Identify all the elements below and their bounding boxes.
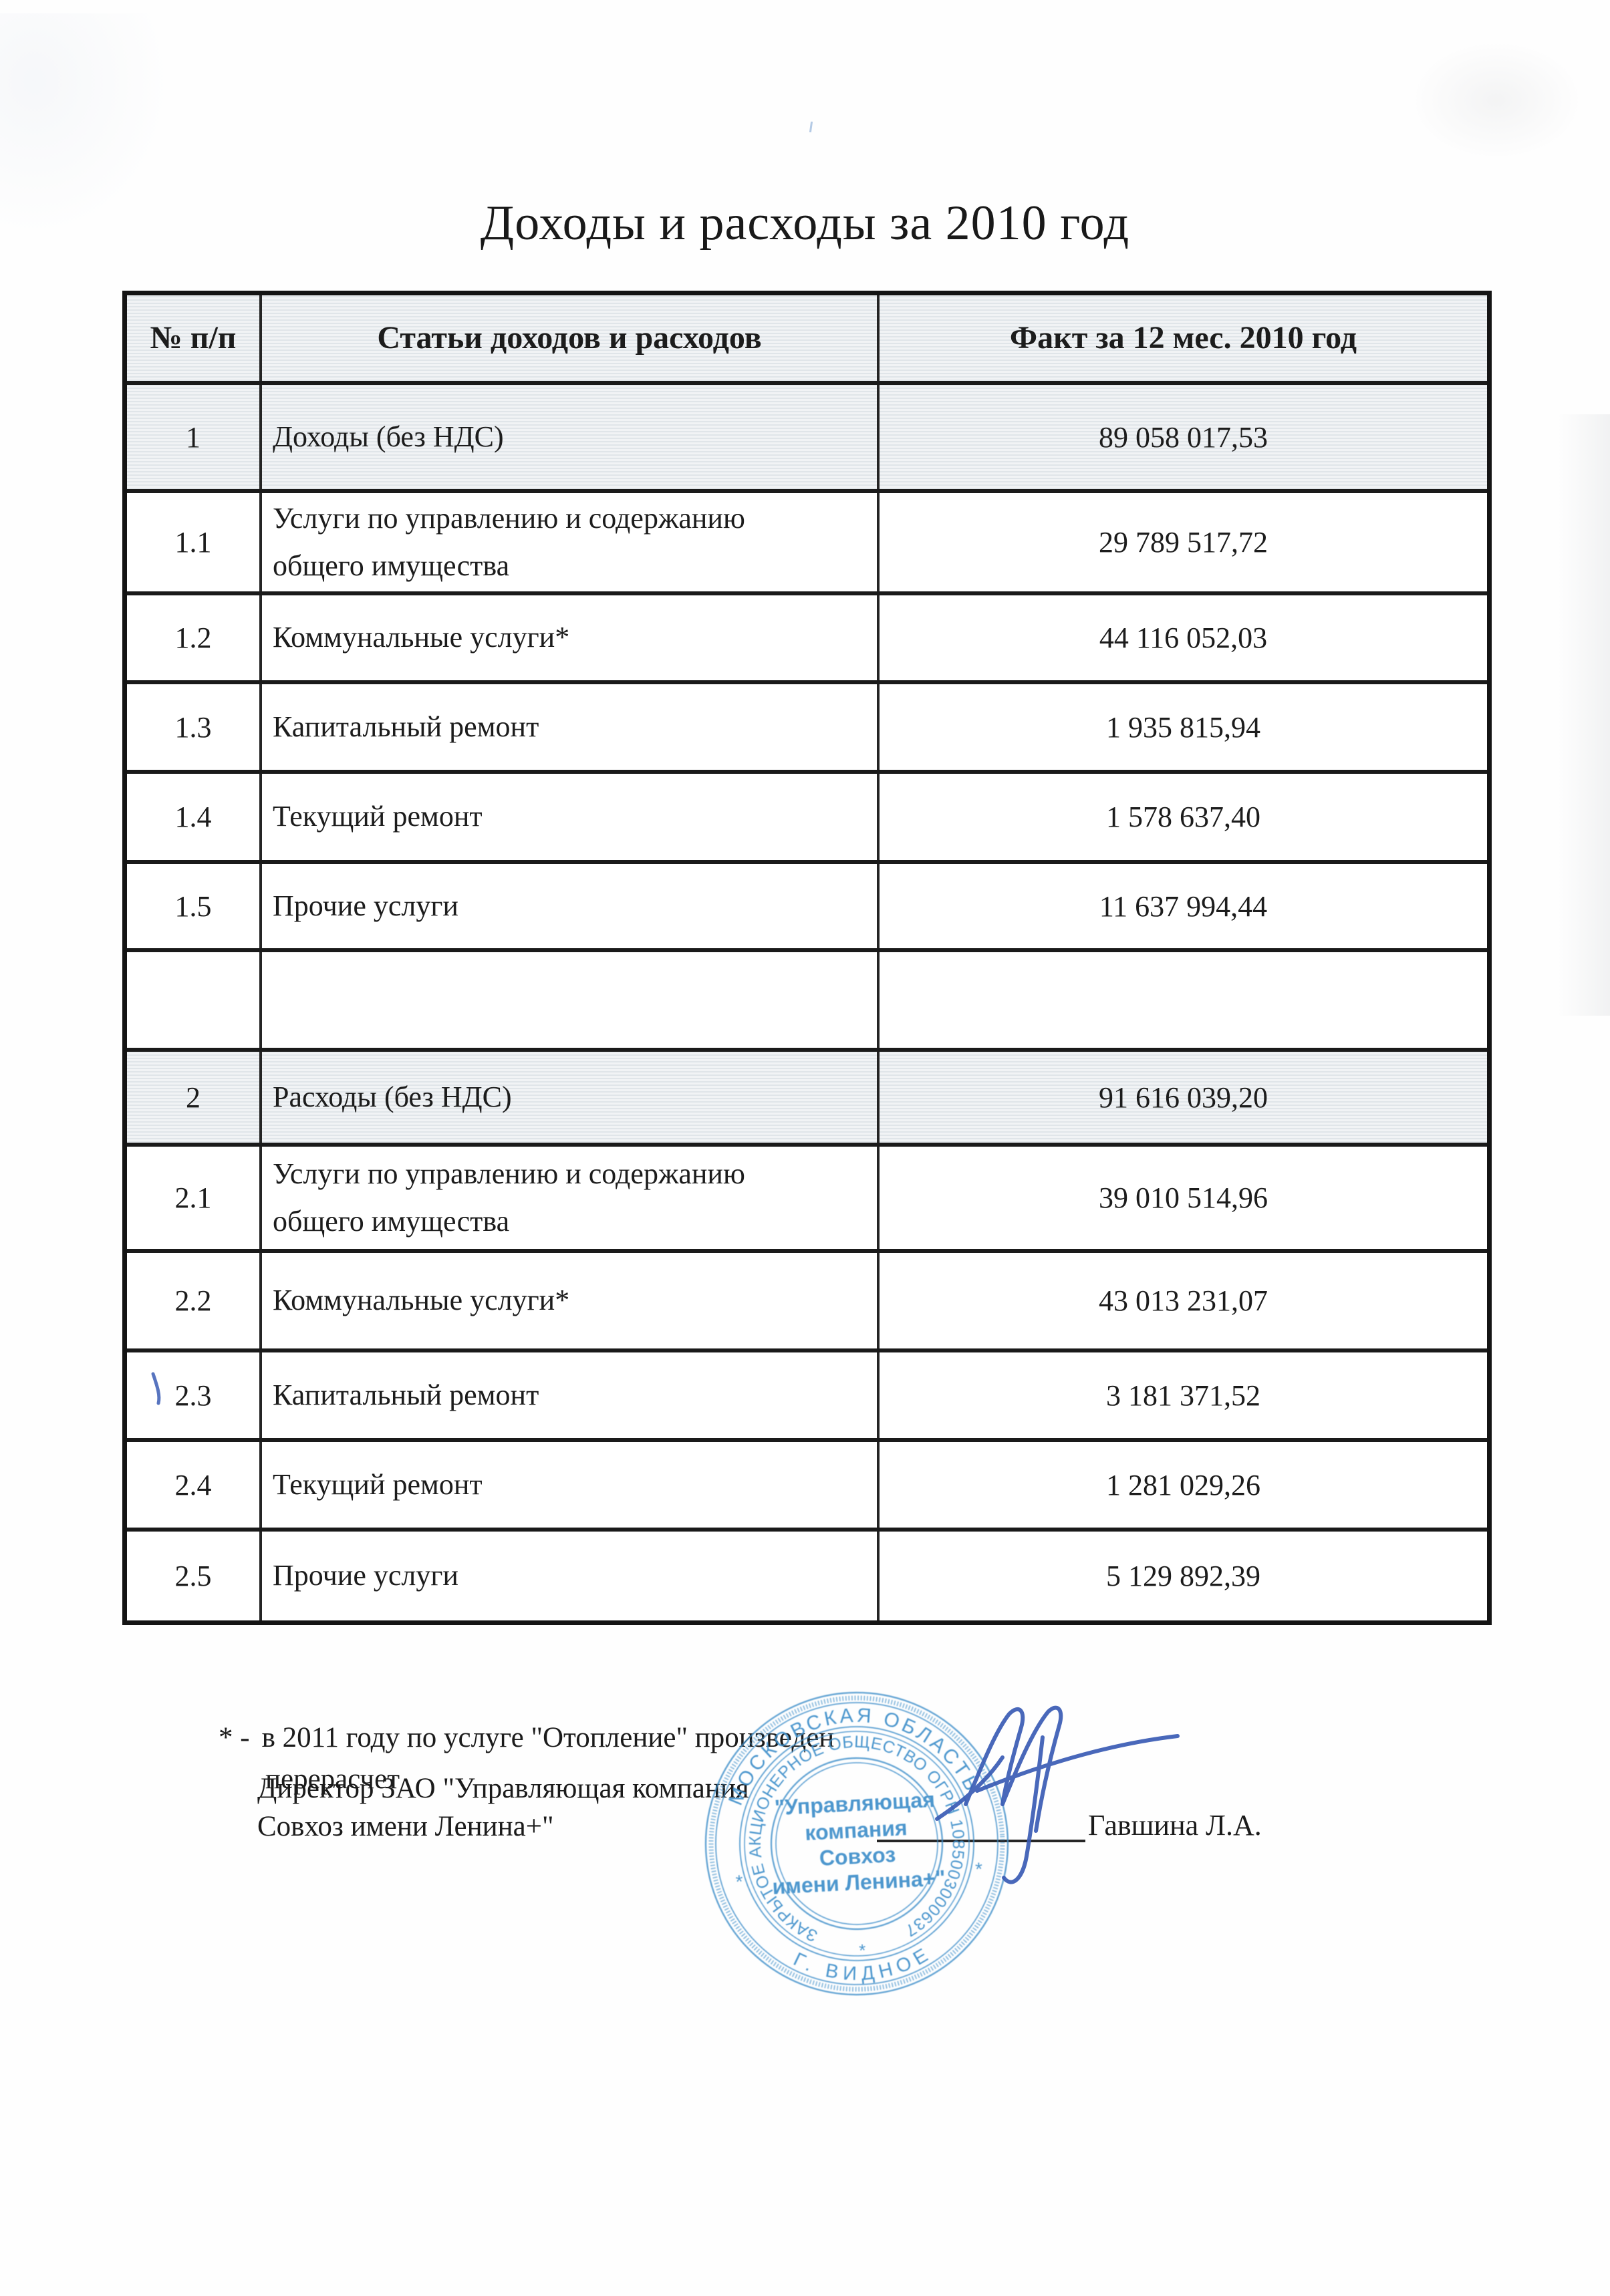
signatory-name: Гавшина Л.А. xyxy=(1088,1809,1262,1842)
table-row xyxy=(127,948,1487,1048)
row-number-cell: 1.3 xyxy=(127,684,262,770)
row-label: Коммунальные услуги* xyxy=(273,1284,570,1317)
footnote-line-2: перерасчет xyxy=(265,1763,400,1795)
column-header: Факт за 12 мес. 2010 год xyxy=(1009,320,1357,355)
signature-line xyxy=(877,1840,1085,1842)
row-value-cell: 1 578 637,40 xyxy=(1106,801,1260,833)
pen-mark xyxy=(151,1372,161,1405)
table-row: 2 Расходы (без НДС) 91 616 039,20 xyxy=(127,1048,1487,1143)
table-row: 2.1 Услуги по управлению и содержанию общ… xyxy=(127,1143,1487,1249)
row-value-cell: 11 637 994,44 xyxy=(1099,889,1268,923)
row-number-cell: 1.2 xyxy=(127,595,262,680)
row-number-cell: 2.5 xyxy=(127,1532,262,1620)
row-number-cell: 2.1 xyxy=(127,1147,262,1249)
svg-text:компания: компания xyxy=(805,1816,908,1845)
row-number-cell: 1.5 xyxy=(127,864,262,948)
row-label: Прочие услуги xyxy=(273,889,458,922)
document-title: Доходы и расходы за 2010 год xyxy=(480,196,1130,251)
row-label-cell: Текущий ремонт xyxy=(262,1442,880,1528)
director-title-line-1: Директор ЗАО "Управляющая компания xyxy=(257,1773,749,1804)
row-value-cell: 91 616 039,20 xyxy=(1099,1081,1268,1114)
table-row: 1.2 Коммунальные услуги* 44 116 052,03 xyxy=(127,591,1487,680)
row-number-cell: 2.2 xyxy=(127,1253,262,1348)
svg-text:Совхоз: Совхоз xyxy=(819,1842,896,1870)
row-label-cell: Коммунальные услуги* xyxy=(262,595,880,680)
table-row: 1.4 Текущий ремонт 1 578 637,40 xyxy=(127,770,1487,860)
table-header-row: № п/п Статьи доходов и расходов Факт за 12… xyxy=(127,295,1487,381)
row-label: Прочие услуги xyxy=(273,1559,458,1592)
row-number-cell: 1 xyxy=(127,385,262,489)
scan-smudge xyxy=(0,13,174,241)
table-row: 2.2 Коммунальные услуги* 43 013 231,07 xyxy=(127,1249,1487,1348)
column-header: Статьи доходов и расходов xyxy=(262,295,880,381)
table-row: 1 Доходы (без НДС) 89 058 017,53 xyxy=(127,381,1487,489)
scan-smudge xyxy=(1557,414,1610,1016)
director-title-line-2: Совхоз имени Ленина+" xyxy=(257,1811,554,1842)
table-row: 1.1 Услуги по управлению и содержанию общ… xyxy=(127,489,1487,591)
row-label: Услуги по управлению и содержанию общего… xyxy=(273,1157,745,1238)
row-label-cell: Капитальный ремонт xyxy=(262,1352,880,1438)
table-row: 1.3 Капитальный ремонт 1 935 815,94 xyxy=(127,680,1487,770)
income-expense-table: № п/п Статьи доходов и расходов Факт за 12… xyxy=(122,291,1492,1625)
row-number-cell: 1.1 xyxy=(127,493,262,591)
scan-smudge xyxy=(1410,40,1583,160)
row-label-cell: Текущий ремонт xyxy=(262,774,880,860)
row-value-cell: 29 789 517,72 xyxy=(1099,526,1268,559)
row-label-cell: Расходы (без НДС) xyxy=(262,1052,880,1143)
row-value-cell: 3 181 371,52 xyxy=(1106,1379,1260,1412)
row-label: Доходы (без НДС) xyxy=(273,420,504,453)
row-number-cell xyxy=(127,952,262,1048)
row-label-cell: Услуги по управлению и содержанию общего… xyxy=(262,493,880,591)
row-label-cell: Коммунальные услуги* xyxy=(262,1253,880,1348)
row-label-cell: Услуги по управлению и содержанию общего… xyxy=(262,1147,880,1249)
column-header: № п/п xyxy=(127,295,262,381)
row-number-cell: 1.4 xyxy=(127,774,262,860)
row-label: Капитальный ремонт xyxy=(273,710,539,743)
stamp-separator-bottom: * xyxy=(859,1941,867,1961)
scan-speck xyxy=(809,121,813,133)
row-label-cell: Прочие услуги xyxy=(262,864,880,948)
row-label: Текущий ремонт xyxy=(273,800,483,833)
stamp-separator-left: * xyxy=(735,1871,744,1892)
row-label: Коммунальные услуги* xyxy=(273,621,570,654)
row-value-cell: 43 013 231,07 xyxy=(1099,1284,1268,1317)
row-number-cell: 2.3 xyxy=(127,1352,262,1438)
row-value-cell xyxy=(880,952,1487,1048)
table-row: 1.5 Прочие услуги 11 637 994,44 xyxy=(127,860,1487,948)
row-label-cell: Капитальный ремонт xyxy=(262,684,880,770)
row-label-cell xyxy=(262,952,880,1048)
row-label: Капитальный ремонт xyxy=(273,1378,539,1411)
table-row: 2.3 Капитальный ремонт 3 181 371,52 xyxy=(127,1348,1487,1438)
row-value-cell: 39 010 514,96 xyxy=(1099,1181,1268,1214)
row-number-cell: 2 xyxy=(127,1052,262,1143)
table-row: 2.5 Прочие услуги 5 129 892,39 xyxy=(127,1528,1487,1620)
stamp-separator-right: * xyxy=(974,1858,983,1880)
row-label-cell: Прочие услуги xyxy=(262,1532,880,1620)
company-round-stamp: МОСКОВСКАЯ ОБЛАСТЬ Г. ВИДНОЕ ЗАКРЫТОЕ АК… xyxy=(704,1691,1009,1996)
stamp-rings xyxy=(704,1691,1009,1996)
row-label: Текущий ремонт xyxy=(273,1467,483,1501)
handwritten-signature xyxy=(935,1705,1180,1884)
footnote-marker: * - xyxy=(219,1722,250,1753)
row-label: Расходы (без НДС) xyxy=(273,1080,512,1113)
row-value-cell: 44 116 052,03 xyxy=(1099,621,1268,654)
row-value-cell: 1 935 815,94 xyxy=(1106,710,1260,744)
table-row: 2.4 Текущий ремонт 1 281 029,26 xyxy=(127,1438,1487,1528)
row-value-cell: 5 129 892,39 xyxy=(1106,1560,1260,1592)
row-value-cell: 89 058 017,53 xyxy=(1099,420,1268,454)
row-label: Услуги по управлению и содержанию общего… xyxy=(273,502,745,582)
row-number-cell: 2.4 xyxy=(127,1442,262,1528)
row-value-cell: 1 281 029,26 xyxy=(1106,1468,1260,1501)
director-title: Директор ЗАО "Управляющая компания Совхо… xyxy=(257,1769,749,1846)
row-label-cell: Доходы (без НДС) xyxy=(262,385,880,489)
